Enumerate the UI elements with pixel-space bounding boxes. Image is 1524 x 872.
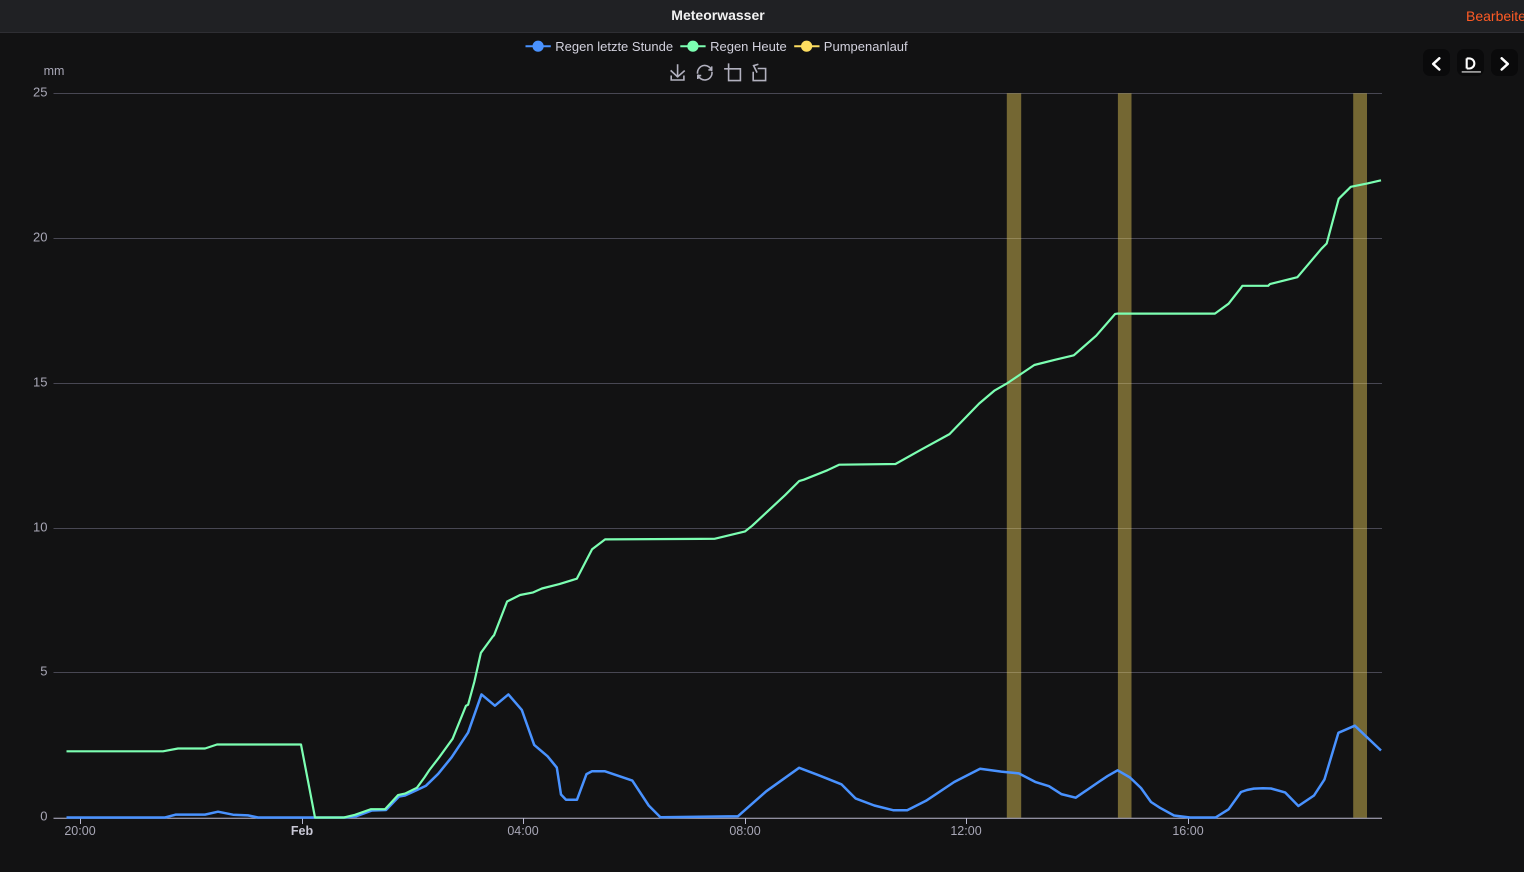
svg-text:mm: mm <box>44 64 65 78</box>
svg-text:16:00: 16:00 <box>1172 824 1203 838</box>
svg-text:20: 20 <box>33 230 47 245</box>
svg-text:Regen Heute: Regen Heute <box>710 39 787 54</box>
svg-text:10: 10 <box>33 520 47 535</box>
svg-text:0: 0 <box>40 809 47 824</box>
svg-text:08:00: 08:00 <box>729 824 760 838</box>
svg-text:25: 25 <box>33 85 47 100</box>
svg-text:04:00: 04:00 <box>507 824 538 838</box>
svg-text:15: 15 <box>33 375 47 390</box>
svg-text:Feb: Feb <box>291 824 314 838</box>
svg-text:Pumpenanlauf: Pumpenanlauf <box>824 39 908 54</box>
svg-text:12:00: 12:00 <box>950 824 981 838</box>
svg-text:Regen letzte Stunde: Regen letzte Stunde <box>555 39 673 54</box>
svg-text:5: 5 <box>40 664 47 679</box>
svg-text:20:00: 20:00 <box>64 824 95 838</box>
